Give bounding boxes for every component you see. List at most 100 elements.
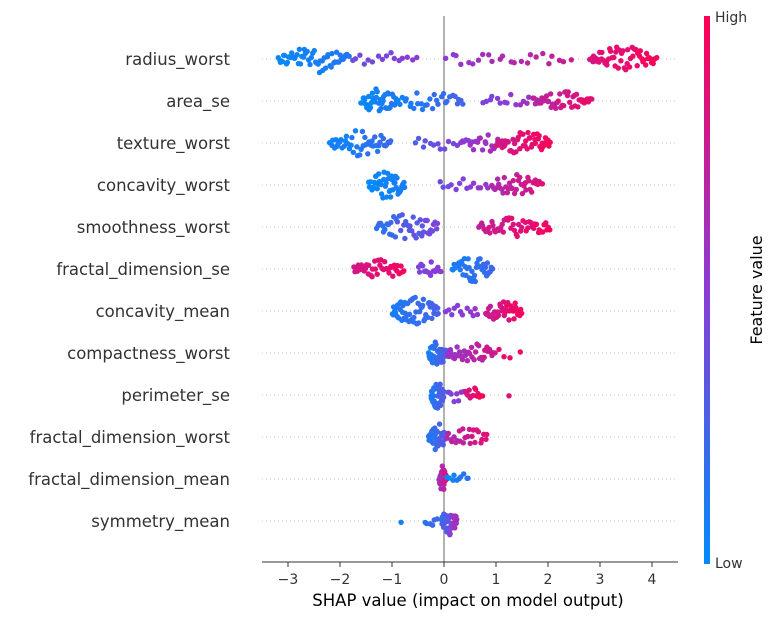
- shap-point: [379, 56, 386, 63]
- shap-point: [440, 442, 446, 448]
- shap-points: [275, 44, 660, 538]
- shap-point: [533, 54, 539, 60]
- feature-label: area_se: [166, 92, 230, 112]
- feature-label: concavity_worst: [97, 176, 231, 196]
- shap-point: [546, 61, 552, 67]
- shap-point: [525, 129, 531, 136]
- shap-point: [402, 235, 408, 242]
- shap-point: [517, 174, 523, 180]
- shap-point: [501, 354, 507, 360]
- shap-point: [506, 393, 512, 399]
- shap-point: [486, 52, 492, 58]
- shap-point: [453, 52, 459, 59]
- shap-point: [407, 223, 413, 229]
- shap-point: [383, 194, 390, 200]
- shap-point: [435, 305, 441, 311]
- shap-point: [441, 486, 447, 492]
- shap-point: [382, 259, 388, 265]
- shap-point: [527, 135, 533, 141]
- shap-point: [365, 151, 371, 157]
- shap-point: [448, 182, 454, 188]
- shap-point: [618, 58, 624, 64]
- shap-point: [304, 48, 310, 55]
- shap-point: [411, 314, 417, 321]
- shap-point: [623, 67, 629, 73]
- shap-point: [424, 217, 430, 224]
- shap-point: [328, 64, 334, 70]
- shap-point: [377, 139, 383, 145]
- shap-point: [372, 266, 379, 272]
- shap-point: [465, 433, 471, 440]
- shap-point: [419, 263, 426, 269]
- shap-point: [470, 180, 477, 186]
- shap-point: [510, 177, 516, 184]
- shap-point: [388, 219, 394, 226]
- shap-point: [410, 214, 416, 220]
- shap-point: [365, 93, 372, 100]
- shap-point: [543, 93, 550, 99]
- shap-point: [517, 349, 523, 355]
- shap-point: [429, 105, 436, 112]
- shap-point: [424, 314, 431, 321]
- shap-point: [401, 268, 407, 274]
- shap-point: [352, 56, 359, 62]
- shap-point: [573, 91, 580, 98]
- shap-point: [474, 311, 481, 318]
- shap-point: [311, 47, 317, 54]
- shap-point: [458, 61, 464, 67]
- shap-point: [398, 263, 404, 269]
- shap-point: [499, 305, 505, 311]
- shap-point: [512, 300, 518, 306]
- shap-point: [455, 398, 462, 404]
- shap-point: [543, 220, 549, 226]
- shap-point: [373, 94, 379, 101]
- shap-point: [494, 176, 501, 182]
- shap-point: [333, 137, 339, 143]
- shap-point: [567, 99, 573, 106]
- shap-point: [450, 477, 456, 483]
- shap-point: [620, 48, 626, 54]
- shap-point: [519, 310, 525, 316]
- shap-point: [568, 57, 574, 63]
- shap-point: [375, 53, 382, 59]
- shap-point: [479, 393, 486, 399]
- shap-point: [454, 302, 461, 309]
- shap-point: [484, 260, 491, 266]
- shap-point: [427, 96, 433, 102]
- shap-point: [350, 149, 356, 155]
- shap-point: [468, 344, 475, 351]
- shap-point: [545, 98, 552, 105]
- shap-point: [507, 355, 513, 361]
- shap-point: [357, 152, 363, 158]
- shap-point: [499, 221, 505, 228]
- shap-point: [390, 273, 396, 279]
- shap-point: [416, 309, 423, 315]
- shap-point: [484, 431, 490, 438]
- shap-point: [469, 268, 475, 274]
- shap-point: [294, 52, 300, 58]
- shap-point: [434, 428, 440, 435]
- shap-point: [604, 62, 610, 68]
- shap-point: [472, 349, 479, 355]
- shap-point: [465, 256, 471, 262]
- shap-point: [445, 430, 452, 437]
- shap-point: [470, 147, 477, 153]
- shap-point: [524, 60, 531, 66]
- shap-point: [510, 136, 516, 143]
- shap-point: [523, 187, 529, 193]
- shap-point: [519, 190, 526, 197]
- shap-point: [378, 105, 384, 112]
- shap-point: [561, 103, 567, 109]
- shap-point: [496, 346, 502, 353]
- shap-point: [369, 90, 376, 96]
- shap-point: [420, 302, 426, 309]
- shap-point: [447, 531, 453, 537]
- shap-point: [401, 179, 407, 186]
- shap-point: [514, 233, 520, 239]
- colorbar-gradient: [704, 16, 710, 564]
- shap-point: [481, 354, 487, 360]
- shap-point: [475, 429, 482, 435]
- shap-point: [487, 230, 493, 236]
- shap-point: [394, 175, 400, 181]
- shap-point: [354, 144, 360, 150]
